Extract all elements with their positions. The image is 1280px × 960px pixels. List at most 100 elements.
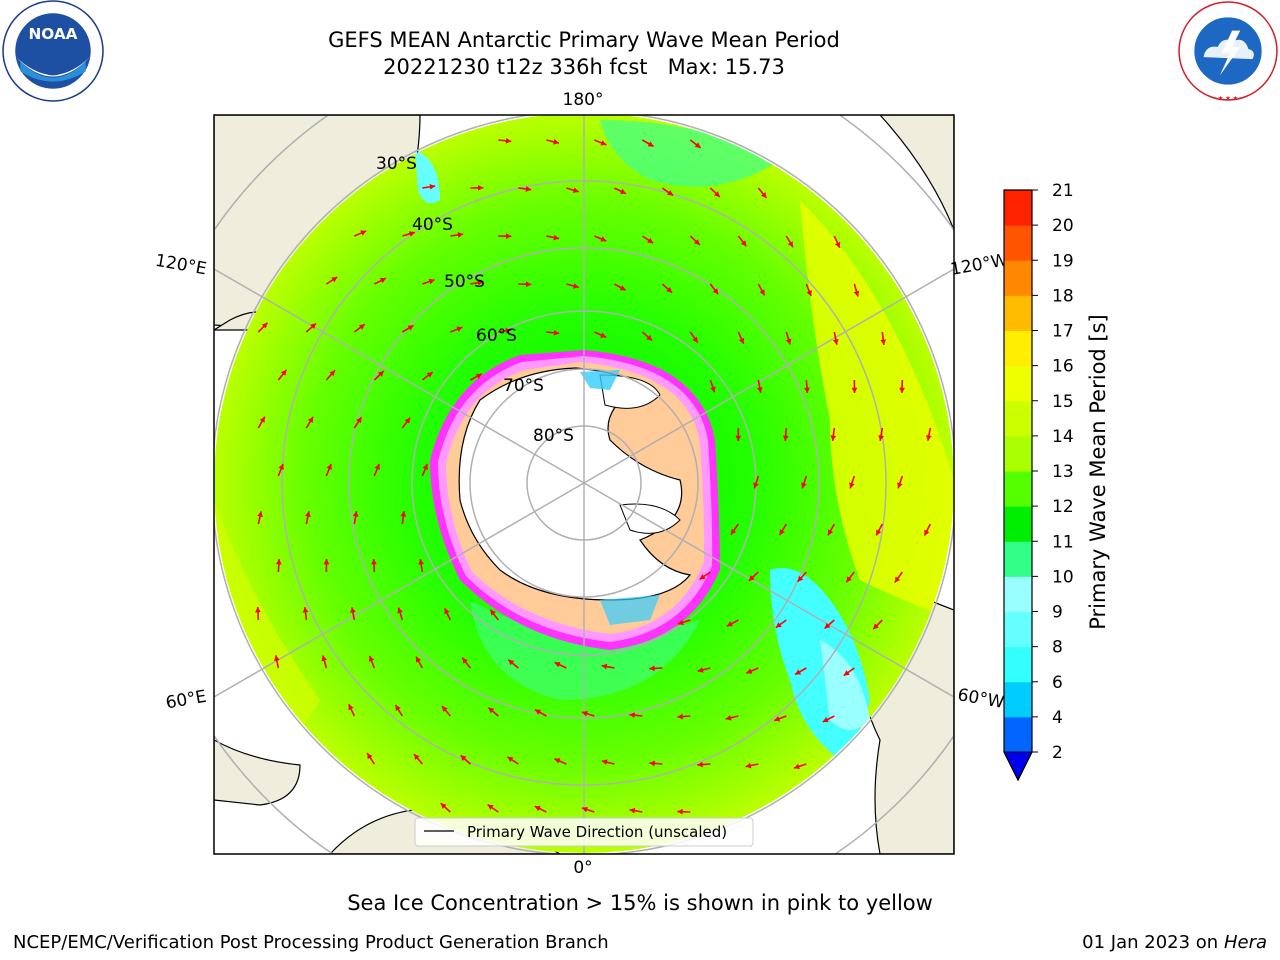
wave-arrow-head — [457, 232, 464, 238]
wave-arrow-head — [600, 236, 607, 242]
colorbar-tick-label: 21 — [1052, 181, 1074, 201]
wave-arrow-head — [326, 463, 332, 470]
wave-arrow-head — [331, 277, 338, 283]
lon-label-60e: 60°E — [164, 687, 208, 714]
wave-arrow-head — [505, 327, 512, 334]
wave-arrow-head — [348, 704, 354, 711]
wave-arrow-head — [534, 805, 541, 812]
wave-arrow-head — [897, 482, 903, 489]
wave-arrow-head — [257, 511, 263, 518]
wave-arrow-head — [395, 704, 401, 711]
wave-arrow-head — [712, 288, 719, 295]
wave-arrow-head — [667, 190, 673, 196]
colorbar-swatch — [1004, 260, 1032, 296]
wave-arrow-head — [350, 607, 356, 613]
wave-arrow-head — [525, 281, 532, 288]
colorbar-tick-label: 18 — [1052, 286, 1074, 306]
wave-arrow-head — [775, 622, 782, 628]
wave-arrow-head — [400, 511, 407, 517]
footer-host: Hera — [1223, 932, 1267, 953]
wave-arrow-head — [692, 336, 698, 343]
wave-arrow-head — [413, 754, 420, 760]
wave-arrow-head — [873, 623, 879, 630]
wave-arrow-head — [505, 137, 512, 144]
noaa-logo-text: NOAA — [28, 25, 77, 43]
wave-arrow-head — [428, 278, 435, 285]
wave-arrow-head — [255, 607, 261, 613]
wave-arrow-head — [677, 808, 683, 815]
wave-arrow-head — [924, 529, 930, 536]
colorbar-swatch — [1004, 541, 1032, 577]
wave-arrow-head — [302, 607, 309, 613]
wave-arrow-head — [508, 659, 515, 666]
colorbar-swatch — [1004, 681, 1032, 718]
footer-credit: NCEP/EMC/Verification Post Processing Pr… — [13, 932, 609, 953]
wave-arrow-head — [899, 387, 905, 393]
wave-arrow-head — [745, 762, 752, 769]
wave-arrow-head — [368, 655, 375, 662]
lon-label-60w: 60°W — [956, 685, 1006, 713]
wave-arrow-head — [367, 753, 373, 760]
lat-label-80s: 80°S — [533, 426, 574, 446]
wave-arrow-head — [475, 373, 482, 379]
wave-arrow-head — [926, 435, 932, 441]
wave-arrow-head — [490, 609, 496, 616]
wave-arrow-head — [629, 807, 636, 814]
chart-title: GEFS MEAN Antarctic Primary Wave Mean Pe… — [328, 28, 840, 52]
wave-arrow-head — [677, 619, 684, 626]
wave-arrow-head — [441, 706, 448, 712]
wave-arrow-head — [323, 559, 330, 565]
chart-subtitle: 20221230 t12z 336h fcst Max: 15.73 — [383, 55, 785, 79]
wave-arrow-head — [759, 289, 765, 296]
wave-arrow-head — [774, 716, 781, 722]
wave-arrow-head — [444, 608, 450, 615]
wave-arrow-head — [834, 241, 841, 248]
wave-arrow-head — [824, 622, 831, 629]
colorbar-swatch — [1004, 611, 1032, 648]
wave-arrow-head — [416, 656, 422, 663]
lon-label-180: 180° — [563, 90, 604, 110]
wave-arrow-head — [422, 463, 428, 470]
wave-arrow-head — [649, 665, 655, 672]
map-legend: Primary Wave Direction (unscaled) — [414, 817, 754, 847]
wave-arrow-head — [730, 528, 737, 535]
colorbar-swatch — [1004, 576, 1032, 612]
colorbar-tick-label: 15 — [1052, 392, 1074, 412]
graticule — [214, 115, 954, 854]
wave-arrow-head — [404, 417, 411, 424]
wave-arrow-head — [738, 337, 745, 344]
wave-arrow-head — [274, 655, 280, 661]
wave-arrow-head — [827, 529, 834, 536]
wave-arrow-head — [554, 758, 561, 764]
wave-arrow-head — [782, 435, 789, 441]
wave-arrow-head — [697, 667, 704, 673]
colorbar-label: Primary Wave Mean Period [s] — [1086, 314, 1110, 630]
wave-arrow-head — [878, 435, 884, 441]
colorbar-tick-label: 2 — [1052, 743, 1063, 763]
wave-arrow-head — [629, 712, 635, 719]
wave-arrow-head — [726, 621, 733, 627]
colorbar: 2 4 6 8 9 10 11 12 13 14 15 16 17 18 19 20 21 — [1003, 181, 1074, 782]
colorbar-tick-label: 10 — [1052, 567, 1074, 587]
wave-arrow-head — [832, 339, 839, 345]
colorbar-tick-label: 13 — [1052, 462, 1074, 482]
wave-arrow-head — [360, 230, 367, 236]
wave-arrow-head — [581, 806, 588, 813]
wave-arrow-head — [426, 372, 433, 378]
wave-arrow-head — [740, 240, 747, 247]
wave-arrow-head — [753, 482, 759, 489]
wave-arrow-head — [779, 529, 785, 536]
wave-arrow-head — [666, 286, 673, 293]
footer-date-text: 01 Jan 2023 on — [1082, 932, 1224, 953]
wave-arrow-head — [329, 370, 336, 377]
wave-arrow-head — [756, 387, 763, 393]
wave-arrow-head — [554, 662, 561, 668]
wave-arrow-head — [310, 323, 317, 330]
lat-label-70s: 70°S — [503, 376, 544, 396]
wave-arrow-head — [572, 187, 579, 193]
wave-arrow-head — [261, 322, 268, 329]
wave-arrow-head — [456, 326, 463, 332]
wave-arrow-head — [677, 713, 683, 720]
wave-arrow-head — [801, 482, 807, 489]
